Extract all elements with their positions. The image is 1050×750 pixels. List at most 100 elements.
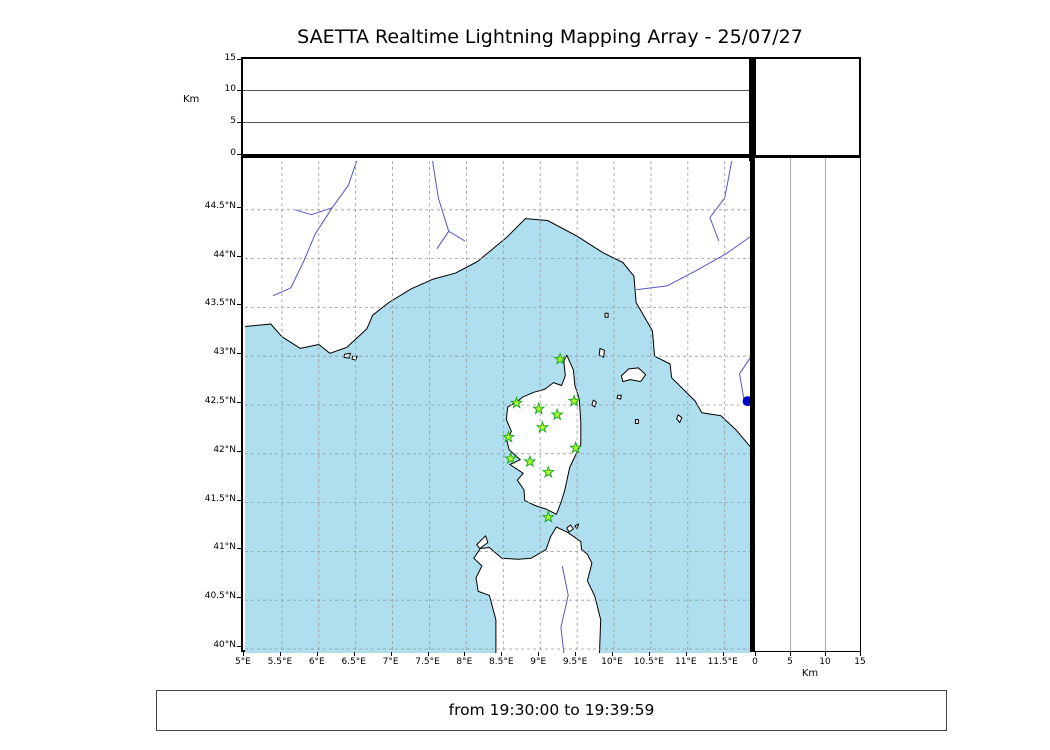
altitude-tick <box>237 154 241 155</box>
lon-tick-label: 8.5°E <box>489 657 514 667</box>
river <box>272 161 358 297</box>
lon-tick-label: 11°E <box>674 657 697 667</box>
event-dot <box>742 396 751 407</box>
lat-tick-label: 44°N <box>213 249 236 260</box>
lat-tick <box>237 499 241 501</box>
station-marker <box>535 420 550 434</box>
lon-tick <box>612 652 613 656</box>
lat-tick <box>237 206 241 208</box>
lat-tick <box>237 450 241 452</box>
lat-tick-label: 43.5°N <box>204 298 236 309</box>
lon-tick <box>427 652 429 656</box>
land-montecristo <box>634 419 639 424</box>
lon-tick-label: 6°E <box>308 657 325 667</box>
top-right-box <box>754 57 861 157</box>
lon-tick-label: 5°E <box>235 657 251 667</box>
altitude-axis-label: Km <box>183 94 200 105</box>
station-marker <box>550 407 564 421</box>
right-gridline <box>825 158 826 651</box>
altitude-tick <box>237 58 241 60</box>
lon-tick-label: 9.5°E <box>562 657 588 667</box>
station-marker <box>553 352 567 365</box>
lon-tick-label: 10.5°E <box>633 657 664 667</box>
station-marker <box>504 451 518 465</box>
land-hyeres-2 <box>351 355 358 361</box>
lon-tick <box>685 652 687 656</box>
lat-tick-label: 42°N <box>213 444 236 455</box>
lon-tick-label: 5.5°E <box>267 657 293 667</box>
river <box>739 355 751 400</box>
land-capraia <box>598 347 605 358</box>
altitude-latitude-panel <box>754 155 861 652</box>
land-mainland <box>245 161 751 449</box>
river <box>560 565 569 653</box>
station-marker <box>567 394 581 407</box>
station-marker <box>568 440 583 454</box>
land-asinara <box>476 535 489 549</box>
lon-tick <box>648 652 650 656</box>
figure-title: SAETTA Realtime Lightning Mapping Array … <box>297 26 803 48</box>
right-gridline <box>790 158 791 651</box>
land-pianosa <box>616 394 622 400</box>
lat-tick-label: 43°N <box>213 347 236 358</box>
lon-tick-label: 10°E <box>601 657 623 667</box>
altitude-tick <box>237 90 241 92</box>
land-elba <box>620 367 647 383</box>
lat-tick-label: 41.5°N <box>204 493 236 504</box>
lon-tick-label: 6.5°E <box>341 657 366 667</box>
right-tick <box>860 652 861 656</box>
altitude-gridline <box>243 90 749 92</box>
lon-tick <box>464 652 466 656</box>
right-tick-label: 10 <box>819 657 831 667</box>
lon-tick-label: 7.5°E <box>415 657 440 667</box>
lat-tick-label: 40.5°N <box>204 591 236 602</box>
time-range-bar: from 19:30:00 to 19:39:59 <box>156 690 947 731</box>
lon-tick-label: 9°E <box>530 657 547 667</box>
land-gorgona <box>604 312 609 318</box>
map-panel <box>241 155 751 653</box>
land-giglio <box>676 414 683 424</box>
lon-tick-label: 7°E <box>382 657 399 667</box>
panel-separator <box>750 57 754 652</box>
lon-tick <box>390 652 392 656</box>
altitude-tick-label: 15 <box>224 52 236 63</box>
station-marker <box>509 396 524 409</box>
river <box>636 235 751 291</box>
lat-tick <box>237 255 241 257</box>
land-maddalena-2 <box>574 523 580 530</box>
map-canvas <box>245 161 751 653</box>
right-axis-label: Km <box>801 668 819 679</box>
lon-tick-label: 11.5°E <box>707 657 738 667</box>
altitude-tick <box>237 122 241 124</box>
altitude-tick-label: 10 <box>224 84 236 95</box>
lat-tick <box>237 597 241 599</box>
right-tick-label: 0 <box>752 657 758 667</box>
altitude-tick-label: 5 <box>230 116 236 127</box>
lat-tick-label: 44.5°N <box>204 200 236 211</box>
river <box>709 161 733 242</box>
lon-tick <box>538 652 540 656</box>
lon-tick <box>279 652 281 656</box>
altitude-tick-label: 0 <box>230 148 236 158</box>
station-marker <box>501 430 516 443</box>
lat-tick <box>237 353 241 355</box>
station-marker <box>523 454 537 468</box>
time-range-text: from 19:30:00 to 19:39:59 <box>448 701 655 719</box>
lon-tick <box>316 652 318 656</box>
lat-tick-label: 40°N <box>213 640 236 650</box>
lon-tick <box>722 652 724 656</box>
lat-tick <box>237 646 241 647</box>
land-maddalena-1 <box>566 524 574 533</box>
river <box>432 161 450 250</box>
altitude-gridline <box>243 122 749 124</box>
right-tick <box>790 652 791 656</box>
lat-tick-label: 41°N <box>213 542 236 553</box>
lon-tick <box>501 652 503 656</box>
land-sardinia <box>473 526 602 653</box>
right-tick <box>755 652 756 656</box>
river <box>448 230 466 242</box>
station-marker <box>541 465 555 479</box>
altitude-longitude-panel <box>241 57 751 157</box>
lat-tick-label: 42.5°N <box>204 396 236 406</box>
